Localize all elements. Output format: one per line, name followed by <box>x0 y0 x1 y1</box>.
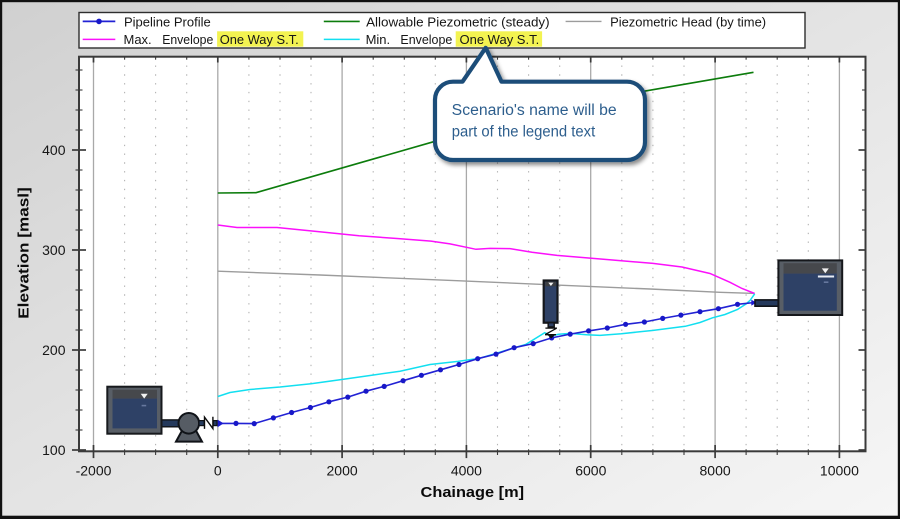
svg-text:One Way S.T.: One Way S.T. <box>220 32 299 47</box>
svg-text:Piezometric Head (by time): Piezometric Head (by time) <box>610 14 766 29</box>
svg-text:Allowable Piezometric (steady): Allowable Piezometric (steady) <box>366 14 549 29</box>
svg-text:Scenario's name will be: Scenario's name will be <box>452 102 617 119</box>
svg-text:Chainage [m]: Chainage [m] <box>421 485 525 501</box>
svg-text:Min.: Min. <box>366 32 391 47</box>
svg-text:10000: 10000 <box>820 463 859 479</box>
svg-text:Envelope: Envelope <box>162 32 213 47</box>
svg-text:part of the legend text: part of the legend text <box>452 124 596 141</box>
svg-text:Elevation [masl]: Elevation [masl] <box>16 187 32 319</box>
svg-text:Max.: Max. <box>124 32 152 47</box>
svg-text:4000: 4000 <box>451 463 482 479</box>
svg-text:400: 400 <box>42 142 66 158</box>
svg-text:200: 200 <box>42 342 66 358</box>
svg-text:100: 100 <box>42 442 66 458</box>
svg-text:0: 0 <box>214 463 222 479</box>
svg-text:300: 300 <box>42 242 66 258</box>
svg-text:2000: 2000 <box>327 463 358 479</box>
svg-text:Envelope: Envelope <box>400 32 452 47</box>
svg-text:One Way S.T.: One Way S.T. <box>460 32 540 47</box>
svg-text:Pipeline Profile: Pipeline Profile <box>124 14 211 29</box>
svg-text:6000: 6000 <box>575 463 606 479</box>
svg-text:-2000: -2000 <box>76 463 112 479</box>
svg-text:8000: 8000 <box>700 463 731 479</box>
